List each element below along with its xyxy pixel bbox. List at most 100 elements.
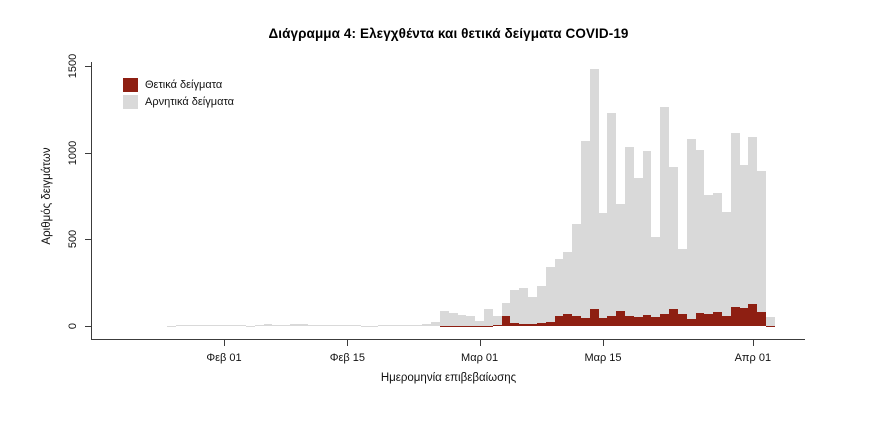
- bar-2020-02-22: [404, 325, 414, 326]
- bar-positive-2020-03-29: [721, 315, 731, 326]
- bar-2020-02-13: [325, 324, 335, 326]
- bar-2020-03-21: [651, 237, 661, 326]
- legend-swatch-positive: [123, 78, 138, 92]
- bar-2020-02-23: [413, 325, 423, 326]
- bar-positive-2020-03-04: [501, 315, 511, 326]
- bar-positive-2020-03-25: [686, 319, 696, 326]
- y-tick-0: [85, 326, 91, 327]
- bar-2020-02-20: [387, 324, 396, 326]
- bar-2020-03-19: [633, 177, 643, 326]
- x-axis-title: Ημερομηνία επιβεβαίωσης: [380, 372, 517, 384]
- bar-positive-2020-03-08: [536, 322, 546, 326]
- x-tick-label-Φεβ 01: Φεβ 01: [206, 352, 242, 364]
- bar-2020-03-17: [616, 204, 626, 326]
- bar-positive-2020-03-31: [739, 307, 749, 326]
- legend-label-negative: Αρνητικά δείγματα: [145, 96, 234, 108]
- bar-positive-2020-03-15: [598, 317, 608, 326]
- bar-2020-03-23: [669, 167, 678, 326]
- bar-2020-03-14: [589, 69, 599, 326]
- bar-2020-03-15: [598, 212, 608, 326]
- x-tick-Μαρ 15: [602, 340, 604, 346]
- bar-positive-2020-03-28: [713, 311, 722, 326]
- legend-item-negative: Αρνητικά δείγματα: [123, 94, 234, 110]
- bar-2020-03-26: [695, 149, 705, 326]
- bar-2020-03-29: [721, 211, 731, 326]
- bar-2020-03-06: [519, 288, 529, 326]
- bar-positive-2020-03-17: [616, 311, 626, 326]
- bar-2020-02-08: [281, 324, 291, 326]
- bar-2020-03-20: [642, 151, 652, 326]
- y-axis-line: [91, 62, 92, 339]
- y-tick-label-500: 500: [67, 230, 79, 249]
- bar-2020-03-05: [510, 289, 520, 326]
- y-tick-label-0: 0: [67, 322, 79, 330]
- bar-2020-02-10: [298, 323, 308, 326]
- bar-2020-03-04: [501, 303, 511, 326]
- x-tick-label-Φεβ 15: Φεβ 15: [329, 352, 366, 364]
- bar-2020-03-09: [545, 267, 555, 326]
- bar-positive-2020-03-18: [625, 316, 634, 326]
- bar-positive-2020-03-26: [695, 312, 705, 326]
- y-tick-1500: [85, 66, 91, 67]
- bar-2020-02-27: [448, 313, 458, 326]
- y-tick-500: [85, 239, 91, 241]
- bar-2020-02-25: [431, 321, 440, 326]
- bar-positive-2020-03-30: [730, 306, 740, 326]
- bar-positive-2020-03-24: [677, 314, 687, 326]
- bar-2020-02-24: [422, 324, 432, 326]
- y-tick-label-1000: 1000: [67, 140, 79, 165]
- bar-2020-02-04: [246, 325, 255, 326]
- bar-2020-01-27: [175, 325, 185, 326]
- bar-2020-02-12: [316, 324, 326, 326]
- bar-2020-01-30: [201, 325, 211, 326]
- x-tick-Μαρ 01: [479, 340, 481, 346]
- bar-2020-02-26: [439, 310, 449, 326]
- bar-positive-2020-03-09: [545, 321, 555, 326]
- y-tick-label-1500: 1500: [67, 53, 79, 79]
- bar-positive-2020-03-11: [563, 313, 573, 326]
- bar-2020-02-17: [360, 325, 370, 326]
- bar-positive-2020-03-13: [580, 317, 590, 326]
- bar-positive-2020-03-16: [607, 316, 617, 326]
- bar-2020-03-27: [704, 194, 714, 326]
- bar-positive-2020-03-23: [669, 308, 678, 326]
- bar-2020-02-28: [457, 314, 467, 326]
- bar-2020-03-18: [625, 146, 634, 326]
- bar-2020-03-30: [730, 132, 740, 326]
- bar-2020-02-15: [342, 325, 352, 326]
- bar-2020-03-08: [536, 286, 546, 326]
- legend-swatch-negative: [123, 95, 138, 109]
- bar-positive-2020-03-05: [510, 323, 520, 326]
- bar-2020-02-11: [307, 324, 317, 326]
- bar-2020-02-07: [272, 324, 282, 326]
- bar-positive-2020-03-12: [572, 316, 581, 326]
- bar-2020-04-01: [748, 137, 758, 326]
- x-tick-Φεβ 15: [347, 340, 349, 346]
- x-tick-Φεβ 01: [223, 340, 225, 346]
- bar-2020-02-09: [290, 324, 299, 326]
- bar-2020-02-19: [378, 324, 388, 326]
- bar-2020-03-07: [528, 297, 537, 326]
- bar-positive-2020-03-06: [519, 323, 529, 326]
- bar-2020-03-25: [686, 138, 696, 326]
- bar-2020-01-26: [166, 325, 176, 326]
- x-tick-label-Μαρ 01: Μαρ 01: [461, 352, 499, 364]
- bar-positive-2020-03-10: [554, 316, 564, 326]
- bar-2020-03-11: [563, 252, 573, 326]
- bar-positive-2020-04-02: [757, 312, 767, 326]
- bar-2020-02-06: [263, 324, 273, 326]
- bar-2020-03-31: [739, 164, 749, 326]
- legend-label-positive: Θετικά δείγματα: [145, 79, 223, 91]
- bar-2020-02-29: [466, 315, 476, 326]
- bar-positive-2020-03-21: [651, 316, 661, 326]
- bar-2020-03-02: [484, 309, 493, 326]
- bar-2020-03-28: [713, 193, 722, 326]
- bar-2020-02-21: [395, 324, 405, 326]
- bar-2020-03-16: [607, 112, 617, 326]
- bar-2020-02-03: [237, 325, 247, 326]
- x-axis-line: [91, 339, 805, 340]
- bar-2020-01-31: [210, 325, 220, 326]
- x-tick-label-Μαρ 15: Μαρ 15: [584, 352, 622, 364]
- bar-2020-03-22: [660, 106, 670, 326]
- bar-positive-2020-03-22: [660, 313, 670, 326]
